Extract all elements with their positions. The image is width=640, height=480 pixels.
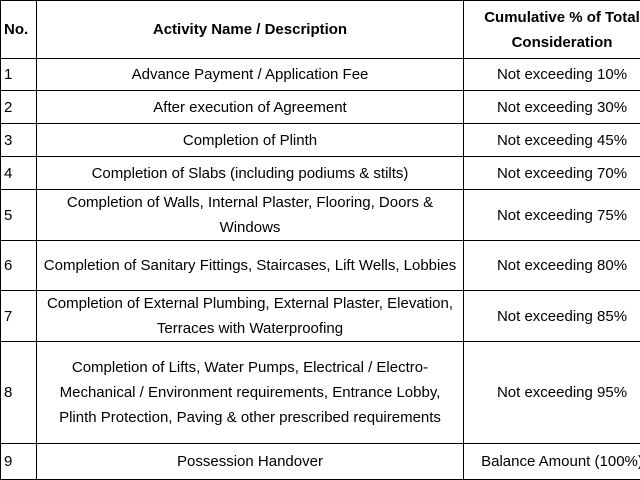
table-cell: 6 (0, 240, 37, 291)
table-row: 2 After execution of Agreement Not exceedi… (0, 90, 640, 124)
table-cell: Advance Payment / Application Fee (36, 58, 464, 91)
table-row: 6 Completion of Sanitary Fittings, Stairc… (0, 240, 640, 291)
table-row: 3 Completion of Plinth Not exceeding 45% (0, 123, 640, 157)
table-cell: Not exceeding 75% (463, 189, 640, 241)
table-cell: Not exceeding 80% (463, 240, 640, 291)
table-row: 5 Completion of Walls, Internal Plaster, … (0, 189, 640, 241)
table-cell: 5 (0, 189, 37, 241)
table-cell: Not exceeding 45% (463, 123, 640, 157)
table-row: 9 Possession Handover Balance Amount (100%… (0, 443, 640, 480)
table-cell: Not exceeding 70% (463, 156, 640, 190)
table-cell: Completion of Sanitary Fittings, Stairca… (36, 240, 464, 291)
table-cell: Completion of Slabs (including podiums &… (36, 156, 464, 190)
header-row: No. Activity Name / Description Cumulative… (0, 0, 640, 59)
table-cell: Not exceeding 10% (463, 58, 640, 91)
table-cell: Completion of Lifts, Water Pumps, Electr… (36, 341, 464, 444)
table-row: 7 Completion of External Plumbing, Extern… (0, 290, 640, 342)
table-cell: 3 (0, 123, 37, 157)
header-cell: Cumulative % of Total Consideration (463, 0, 640, 59)
table-cell: 7 (0, 290, 37, 342)
table-row: 8 Completion of Lifts, Water Pumps, Elect… (0, 341, 640, 444)
table-cell: 9 (0, 443, 37, 480)
table-cell: 4 (0, 156, 37, 190)
header-cell: Activity Name / Description (36, 0, 464, 59)
table-cell: Not exceeding 95% (463, 341, 640, 444)
table-cell: Completion of Walls, Internal Plaster, F… (36, 189, 464, 241)
table-row: 1 Advance Payment / Application Fee Not ex… (0, 58, 640, 91)
table-cell: 2 (0, 90, 37, 124)
table-row: 4 Completion of Slabs (including podiums … (0, 156, 640, 190)
table-cell: Not exceeding 85% (463, 290, 640, 342)
table-cell: Completion of External Plumbing, Externa… (36, 290, 464, 342)
table-cell: 1 (0, 58, 37, 91)
header-cell: No. (0, 0, 37, 59)
table-cell: Balance Amount (100%) (463, 443, 640, 480)
table-cell: After execution of Agreement (36, 90, 464, 124)
table-cell: Not exceeding 30% (463, 90, 640, 124)
table-cell: 8 (0, 341, 37, 444)
table-cell: Completion of Plinth (36, 123, 464, 157)
table-cell: Possession Handover (36, 443, 464, 480)
